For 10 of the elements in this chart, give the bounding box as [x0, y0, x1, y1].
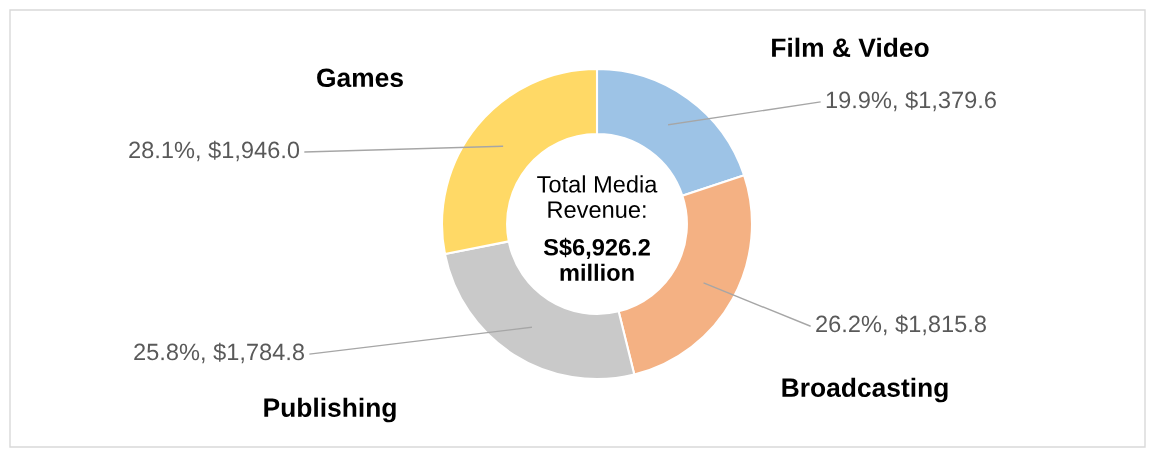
data-label: 26.2%, $1,815.8 [816, 314, 986, 336]
text: S$6,926.2 million [543, 237, 650, 282]
text: Total Media Revenue: [537, 175, 658, 219]
slice-label: Publishing [264, 397, 396, 423]
data-label: 28.1%, $1,946.0 [129, 140, 300, 162]
slice-label: Film & Video [772, 37, 929, 58]
slice-label: Games [317, 68, 403, 88]
data-label: 19.9%, $1,379.6 [826, 90, 996, 112]
slice-label: Broadcasting [782, 377, 948, 403]
data-label: 25.8%, $1,784.8 [134, 342, 304, 364]
